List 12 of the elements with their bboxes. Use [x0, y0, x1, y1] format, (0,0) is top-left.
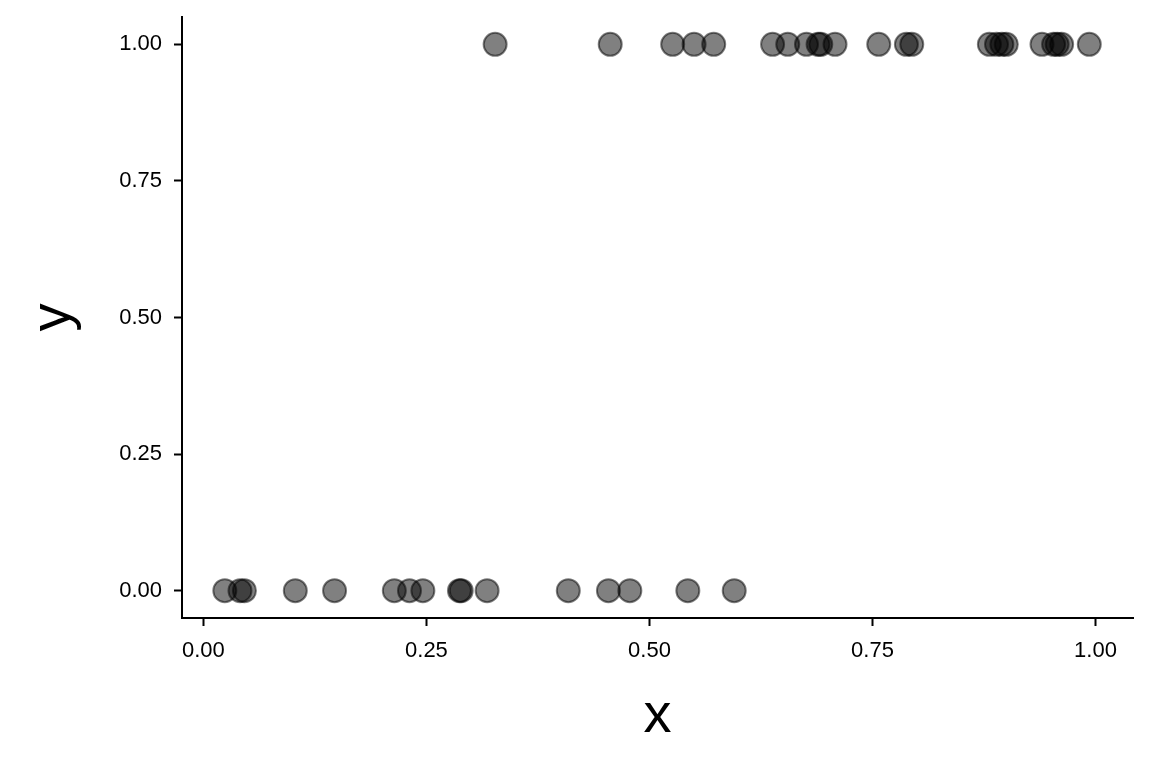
- x-tick-label: 0.25: [405, 637, 448, 663]
- y-tick-label: 1.00: [119, 30, 162, 56]
- y-axis-title: y: [18, 303, 82, 332]
- y-tick-label: 0.75: [119, 166, 162, 192]
- y-tick-label: 0.50: [119, 303, 162, 329]
- y-tick-label: 0.00: [119, 576, 162, 602]
- x-axis-title: x: [643, 680, 672, 744]
- y-tick-label: 0.25: [119, 440, 162, 466]
- x-tick-label: 0.50: [628, 637, 671, 663]
- x-tick-label: 0.00: [182, 637, 225, 663]
- x-tick-label: 0.75: [851, 637, 894, 663]
- x-tick-label: 1.00: [1074, 637, 1117, 663]
